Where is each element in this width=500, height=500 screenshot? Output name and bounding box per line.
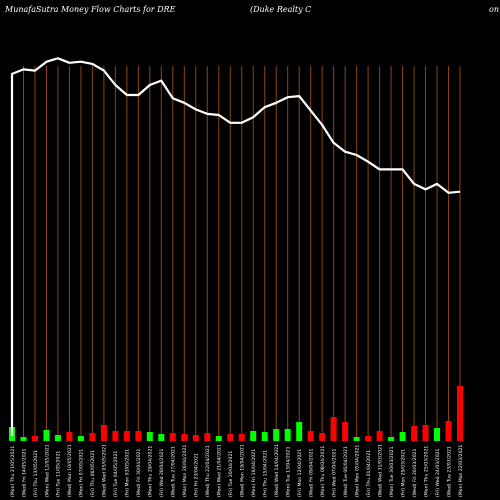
x-tick-label: (Wed) Wed 31/03/2021 <box>377 444 383 497</box>
x-tick-label: (Mon) Mon 05/04/2021 <box>354 445 360 497</box>
money-flow-bar <box>457 386 463 441</box>
x-tick-label: (Mon) Fri 16/04/2021 <box>251 449 257 497</box>
x-tick-label: (Mon) Wed 12/05/2021 <box>44 444 50 497</box>
chart-header-right: on <box>489 5 499 14</box>
x-tick-label: (Mon) Mon 26/04/2021 <box>182 445 188 497</box>
money-flow-bars <box>9 386 463 441</box>
money-flow-bar <box>215 436 222 441</box>
money-flow-bar <box>434 428 440 441</box>
money-flow-bar <box>77 436 84 441</box>
x-tick-label: (Fri) Wed 07/04/2021 <box>331 448 337 497</box>
x-tick-label: (Wed) Wed 05/05/2021 <box>102 444 108 497</box>
money-flow-bar <box>227 434 234 441</box>
x-tick-label: (Fri) Tue 11/05/2021 <box>56 451 62 497</box>
x-tick-label: (Wed) Thu 22/04/2021 <box>205 445 211 497</box>
money-flow-bar <box>66 432 73 441</box>
money-flow-bar <box>273 429 280 441</box>
money-flow-bar <box>445 421 452 441</box>
money-flow-bar <box>112 431 119 441</box>
x-tick-label: (Mon) Mon 22/03/2021 <box>458 445 464 497</box>
money-flow-bar <box>284 429 291 441</box>
grid-lines <box>22 66 461 441</box>
money-flow-bar <box>250 431 257 441</box>
money-flow-bar <box>319 433 326 441</box>
money-flow-bar <box>376 431 383 441</box>
money-flow-bar <box>89 433 96 441</box>
x-tick-label: (Fri) Mon 29/03/2021 <box>400 449 406 497</box>
x-tick-label: (Fri) Fri 23/04/2021 <box>194 453 200 497</box>
x-tick-label: (Wed) Fri 09/04/2021 <box>309 448 315 497</box>
chart-header-mid: (Duke Realty C <box>250 5 311 14</box>
x-tick-label: (Wed) Fri 26/03/2021 <box>412 448 418 497</box>
x-tick-label: (Fri) Thu 13/05/2021 <box>33 450 39 497</box>
x-tick-label: (Wed) Mon 10/05/2021 <box>67 444 73 497</box>
x-tick-label: (Fri) Tue 04/05/2021 <box>113 451 119 497</box>
x-tick-label: (Fri) Thu 01/04/2021 <box>366 450 372 497</box>
x-tick-label: (Mon) Thu 21/05/2021 <box>10 446 16 497</box>
money-flow-bar <box>146 432 153 441</box>
money-flow-bar <box>411 426 418 441</box>
money-flow-bar <box>388 437 395 441</box>
money-flow-bar <box>399 432 406 441</box>
money-flow-bar <box>261 432 268 441</box>
x-tick-label: (Wed) Tue 27/04/2021 <box>171 446 177 497</box>
x-tick-label: (Fri) Thu 15/04/2021 <box>263 450 269 497</box>
x-tick-label: (Fri) Wed 24/03/2021 <box>435 448 441 497</box>
money-flow-bar <box>135 431 142 441</box>
x-tick-label: (Wed) Fri 30/04/2021 <box>136 448 142 497</box>
x-tick-label: (Mon) Fri 07/05/2021 <box>79 449 85 497</box>
x-tick-label: (Wed) Mon 19/04/2021 <box>240 444 246 497</box>
money-flow-bar <box>123 431 130 441</box>
price-line <box>10 57 461 436</box>
money-flow-bar <box>181 434 188 441</box>
money-flow-bar <box>192 435 199 441</box>
x-tick-label: (Fri) Wed 28/04/2021 <box>159 448 165 497</box>
x-tick-label: (Wed) Fri 14/05/2021 <box>21 448 27 497</box>
money-flow-bar <box>365 436 372 441</box>
x-tick-labels: (Mon) Thu 21/05/2021 (Wed) Fri 14/05/2021… <box>10 444 464 497</box>
money-flow-bar <box>296 422 303 441</box>
x-tick-label: (Mon) Wed 21/04/2021 <box>217 444 223 497</box>
money-flow-bar <box>43 430 50 441</box>
x-tick-label: (Mon) Tue 13/04/2021 <box>286 446 292 497</box>
money-flow-bar <box>32 436 38 441</box>
x-tick-label: (Mon) Thu 29/04/2021 <box>148 446 154 497</box>
money-flow-bar <box>158 434 165 441</box>
x-tick-label: (Mon) Thu 08/04/2021 <box>320 446 326 497</box>
chart-header-left: MunafaSutra Money Flow Charts for DRE <box>4 5 176 14</box>
x-tick-label: (Fri) Mon 12/04/2021 <box>297 449 303 497</box>
money-flow-bar <box>238 434 245 441</box>
x-tick-label: (Fri) Mon 03/05/2021 <box>125 449 131 497</box>
money-flow-bar <box>353 437 360 441</box>
money-flow-bar <box>100 425 107 441</box>
x-tick-label: (Mon) Thu 25/03/2021 <box>423 446 429 497</box>
money-flow-bar <box>169 433 176 441</box>
money-flow-bar <box>422 425 429 441</box>
x-tick-label: (Fri) Thu 06/05/2021 <box>90 450 96 497</box>
money-flow-bar <box>342 422 349 441</box>
money-flow-bar <box>54 435 61 441</box>
x-tick-label: (Wed) Tue 23/03/2021 <box>446 446 452 497</box>
x-tick-label: (Wed) Tue 06/04/2021 <box>343 446 349 497</box>
x-tick-label: (Mon) Tue 30/03/2021 <box>389 446 395 497</box>
x-tick-label: (Fri) Tue 20/04/2021 <box>228 451 234 497</box>
money-flow-bar <box>307 431 314 441</box>
money-flow-bar <box>20 437 27 441</box>
money-flow-bar <box>204 433 211 441</box>
money-flow-bar <box>330 417 337 441</box>
x-tick-label: (Wed) Wed 14/04/2021 <box>274 444 280 497</box>
